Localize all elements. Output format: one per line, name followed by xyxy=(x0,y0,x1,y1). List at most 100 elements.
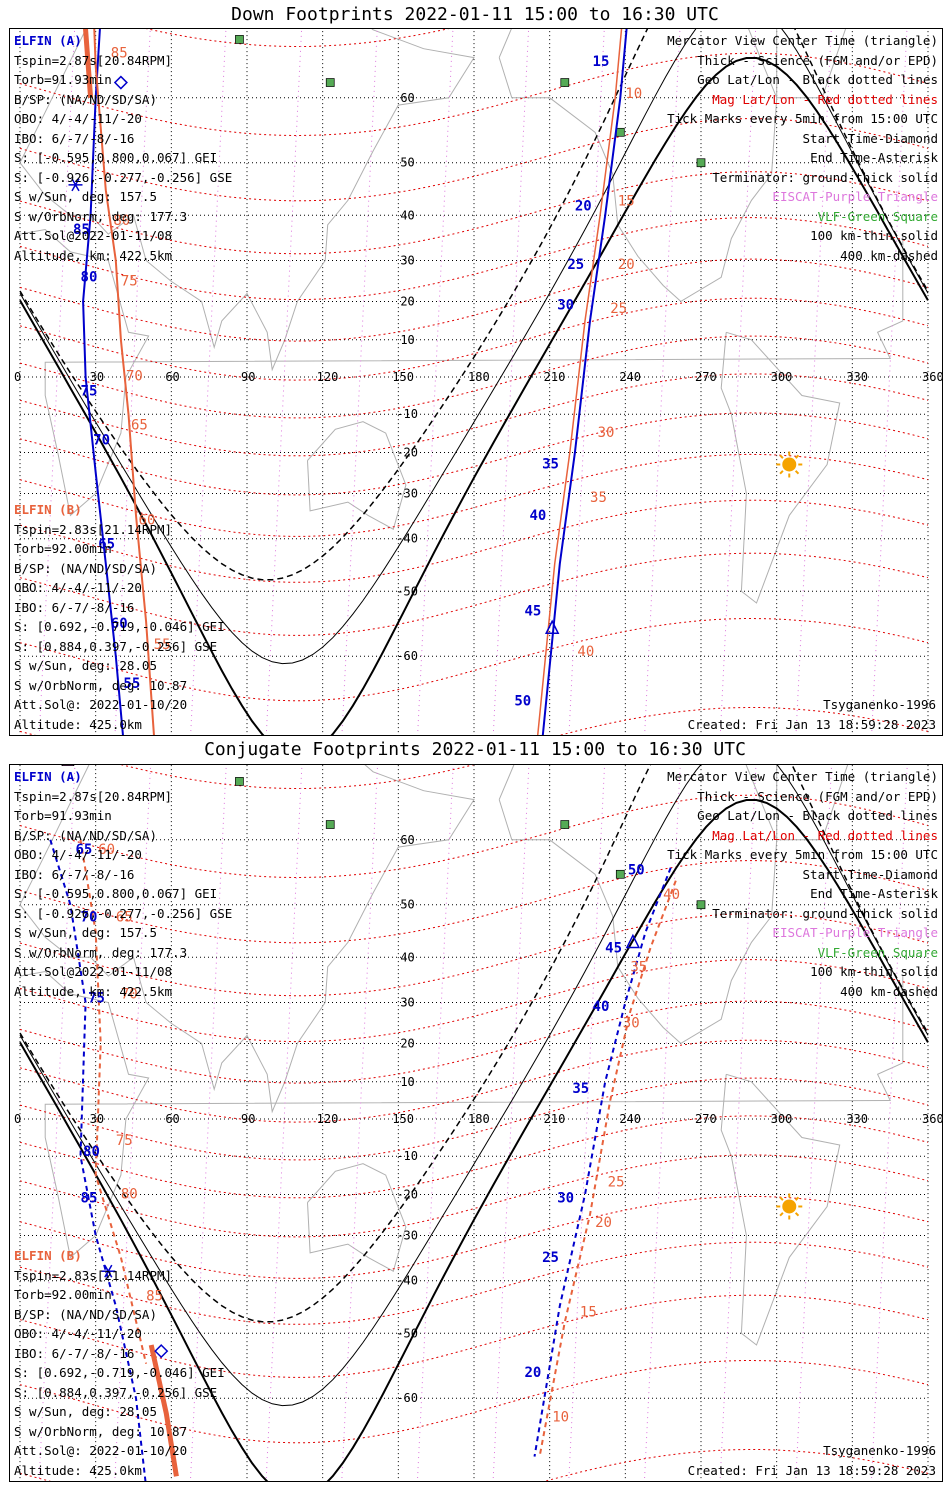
mag-lat-line xyxy=(19,453,929,537)
elfin-a-tick-label: 80 xyxy=(81,269,98,285)
elfin-b-info-line: S: [0.692,-0.719,-0.046] GEI xyxy=(14,1365,225,1380)
elfin-b-label: ELFIN (B) xyxy=(14,1248,82,1263)
elfin-b-info-line: OBO: 4/-4/-11/-20 xyxy=(14,1326,142,1341)
lat-tick-label: 60 xyxy=(400,833,414,847)
elfin-b-tick-label: 30 xyxy=(623,1015,640,1031)
mag-lat-line xyxy=(19,412,929,496)
lon-tick-label: 120 xyxy=(317,370,339,384)
lon-tick-label: 90 xyxy=(241,370,255,384)
elfin-b-info: ELFIN (B) Tspin=2.83s[21.14RPM] Torb=92.0… xyxy=(14,500,225,734)
continent-outline xyxy=(720,331,841,604)
elfin-a-info-line: OBO: 4/-4/-11/-20 xyxy=(14,111,142,126)
elfin-a-info-line: S w/Sun, deg: 157.5 xyxy=(14,189,157,204)
continent-outline xyxy=(776,29,847,99)
vlf-station-square xyxy=(615,869,625,879)
mag-lat-line xyxy=(19,959,929,1043)
lat-tick-label: -70 xyxy=(396,1480,418,1481)
elfin-a-info-line: Att.Sol@2022-01-11/08 xyxy=(14,964,173,979)
lat-tick-label: 30 xyxy=(400,254,414,268)
lat-tick-label: -50 xyxy=(396,1326,418,1340)
vlf-station-square xyxy=(696,900,706,910)
lon-tick-label: 300 xyxy=(771,1112,793,1126)
elfin-a-info: ELFIN (A) Tspin=2.87s[20.84RPM] Torb=91.9… xyxy=(14,31,232,265)
mag-lat-line xyxy=(19,335,929,419)
elfin-a-tick-label: 20 xyxy=(524,1365,541,1381)
elfin-b-tick-label: 75 xyxy=(116,1133,133,1149)
elfin-b-tick-label: 35 xyxy=(630,959,647,975)
terminator-ground xyxy=(19,57,929,735)
elfin-a-info-line: B/SP: (NA/ND/SD/SA) xyxy=(14,91,157,107)
elfin-a-tick-label: 30 xyxy=(557,1190,574,1206)
continent-outline xyxy=(498,29,778,303)
lat-tick-label: -10 xyxy=(396,407,418,421)
mag-lat-line xyxy=(19,860,929,944)
elfin-b-tick-label: 10 xyxy=(625,86,642,102)
lon-tick-label: 60 xyxy=(165,1112,179,1126)
lat-tick-label: -40 xyxy=(396,1274,418,1288)
lat-tick-label: -60 xyxy=(396,1391,418,1405)
lon-tick-label: 30 xyxy=(90,370,104,384)
elfin-b-tick-label: 25 xyxy=(608,1175,625,1191)
sun-ray xyxy=(779,470,784,475)
elfin-b-info-line: OBO: 4/-4/-11/-20 xyxy=(14,580,142,595)
elfin-a-info-line: S: [-0.595,0.800,0.067] GEI xyxy=(14,150,218,165)
mag-grid xyxy=(19,29,929,735)
mag-lon-line xyxy=(417,29,454,735)
sun-ray xyxy=(779,1212,784,1217)
elfin-a-label: ELFIN (A) xyxy=(14,33,82,48)
elfin-b-tick-label: 40 xyxy=(577,644,594,660)
created-label: Created: Fri Jan 13 18:59:28 2023 xyxy=(687,717,936,732)
vlf-station-square xyxy=(235,777,244,786)
elfin-b-info-line: IBO: 6/-7/-8/-16 xyxy=(14,1345,135,1361)
lat-tick-label: -10 xyxy=(396,1149,418,1163)
elfin-a-tick-label: 60 xyxy=(111,616,128,632)
vlf-station-square xyxy=(325,820,335,829)
elfin-a-tick-label: 80 xyxy=(83,1144,100,1160)
map-canvas-down: 8580757065605551520253035404550858075706… xyxy=(14,29,942,735)
map-panel-conjugate: 65 70 75 80 85 50 45 40 35 30 25 20 60 65 70 75 80 85 40 35… xyxy=(9,764,943,1482)
elfin-a-info-line: Att.Sol@2022-01-11/08 xyxy=(14,228,173,243)
sun-ray xyxy=(794,454,800,459)
elfin-a-track xyxy=(533,867,672,1457)
lat-tick-label: -60 xyxy=(396,649,418,663)
continent-outline xyxy=(19,228,904,517)
mag-lat-line xyxy=(19,118,929,202)
elfin-a-tick-label: 75 xyxy=(88,991,105,1007)
elfin-b-info-line: S w/OrbNorm, deg: 10.87 xyxy=(14,677,188,693)
mag-lat-line xyxy=(19,297,929,381)
lon-tick-label: 330 xyxy=(846,370,868,384)
map-canvas-conjugate: 65 70 75 80 85 50 45 40 35 30 25 20 60 65 70 75 80 85 40 35… xyxy=(14,765,942,1481)
legend-entry: EISCAT-Purple Triangle xyxy=(772,925,938,940)
elfin-a-tick-label: 25 xyxy=(542,1250,559,1266)
lon-tick-label: 30 xyxy=(90,1112,104,1126)
elfin-b-info-line: B/SP: (NA/ND/SD/SA) xyxy=(14,1306,157,1322)
legend: Mercator View Center Time (triangle) Thic… xyxy=(667,767,938,1001)
elfin-b-info-line: S: [0.884,0.397,-0.256] GSE xyxy=(14,1384,218,1400)
lat-tick-label: 20 xyxy=(400,1036,414,1050)
elfin-b-info-line: S w/OrbNorm, deg: 10.87 xyxy=(14,1423,188,1439)
mag-lat-line xyxy=(19,913,929,997)
legend-entry: Tick Marks every 5min from 15:00 UTC xyxy=(667,847,938,862)
continent-outline xyxy=(307,421,407,530)
mag-lat-line xyxy=(19,1115,929,1199)
mag-lat-line xyxy=(19,1195,929,1279)
elfin-b-tick-label: 10 xyxy=(552,1409,569,1425)
sun-ray xyxy=(794,1196,800,1201)
sun-icon xyxy=(776,1193,803,1220)
model-label: Tsyganenko-1996 xyxy=(823,697,936,712)
lat-tick-label: 30 xyxy=(400,996,414,1010)
elfin-b-tick-label: 20 xyxy=(595,1215,612,1231)
elfin-a-tick-label: 35 xyxy=(542,457,559,473)
elfin-b-info-line: Torb=92.00min xyxy=(14,541,112,556)
panel-title-down: Down Footprints 2022-01-11 15:00 to 16:3… xyxy=(231,4,719,25)
lat-tick-label: -20 xyxy=(396,1188,418,1202)
elfin-b-info-line: Torb=92.00min xyxy=(14,1287,112,1302)
mag-lat-line xyxy=(19,217,929,301)
terminator-100km xyxy=(19,765,929,1407)
legend-entry: Mag Lat/Lon - Red dotted lines xyxy=(712,827,938,843)
elfin-b-tick-label: 65 xyxy=(116,909,133,925)
elfin-a-info-line: OBO: 4/-4/-11/-20 xyxy=(14,847,142,862)
mag-lat-line xyxy=(19,794,929,879)
elfin-b-info-line: IBO: 6/-7/-8/-16 xyxy=(14,599,135,615)
lon-tick-label: 60 xyxy=(165,370,179,384)
